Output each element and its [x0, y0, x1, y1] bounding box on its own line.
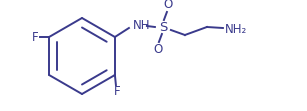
Text: F: F — [114, 84, 120, 97]
Text: NH: NH — [133, 19, 150, 32]
Text: NH₂: NH₂ — [225, 23, 247, 36]
Text: O: O — [163, 0, 173, 12]
Text: O: O — [153, 43, 162, 56]
Text: S: S — [159, 21, 167, 34]
Text: F: F — [32, 31, 38, 44]
